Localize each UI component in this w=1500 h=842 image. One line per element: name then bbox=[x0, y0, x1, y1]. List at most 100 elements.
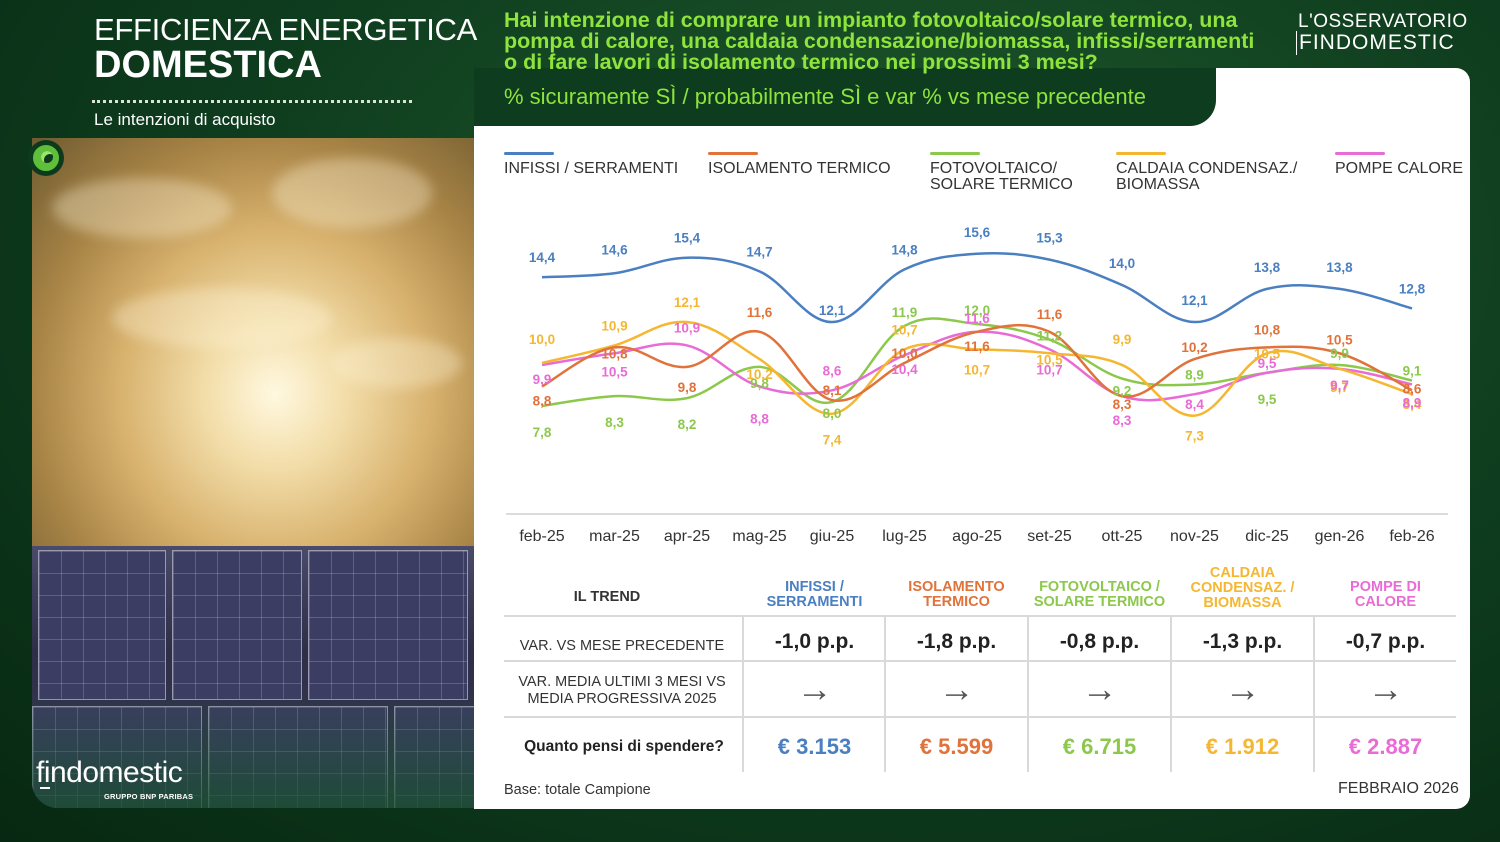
data-label-isolamento: 10,0 bbox=[891, 346, 917, 361]
data-label-fotovoltaico: 11,2 bbox=[1037, 329, 1063, 344]
data-label-pompe: 8,3 bbox=[1113, 413, 1132, 428]
title-line-1: EFFICIENZA ENERGETICA bbox=[94, 12, 477, 47]
legend-label: INFISSI / SERRAMENTI bbox=[504, 160, 679, 177]
col-divider bbox=[742, 616, 744, 772]
base-note: Base: totale Campione bbox=[504, 782, 651, 798]
data-label-pompe: 8,4 bbox=[1185, 397, 1204, 412]
legend-item-isolamento: ISOLAMENTO TERMICO bbox=[708, 152, 891, 177]
data-label-infissi: 12,1 bbox=[819, 303, 846, 318]
column-head-isolamento: ISOLAMENTO TERMICO bbox=[908, 579, 1005, 610]
data-label-isolamento: 8,1 bbox=[823, 383, 842, 398]
measure-description: % sicuramente SÌ / probabilmente SÌ e va… bbox=[504, 84, 1146, 109]
brand-findomestic: FINDOMESTIC bbox=[1296, 31, 1455, 55]
data-label-isolamento: 8,6 bbox=[1403, 381, 1422, 396]
data-label-caldaia: 7,3 bbox=[1185, 429, 1204, 444]
col-divider bbox=[884, 616, 886, 772]
legend-item-infissi: INFISSI / SERRAMENTI bbox=[504, 152, 678, 177]
solar-panel-photo bbox=[32, 138, 474, 808]
data-label-fotovoltaico: 8,2 bbox=[678, 417, 697, 432]
data-label-isolamento: 11,6 bbox=[964, 339, 990, 354]
camera-icon bbox=[30, 142, 62, 174]
data-label-pompe: 8,6 bbox=[823, 363, 842, 378]
legend-swatch bbox=[1335, 152, 1385, 155]
var-value-infissi: -1,0 p.p. bbox=[774, 630, 855, 653]
x-tick-label: gen-26 bbox=[1315, 528, 1365, 545]
trend-title: IL TREND bbox=[573, 589, 641, 605]
trend-arrow-icon: → bbox=[1367, 668, 1404, 709]
col-divider bbox=[1313, 616, 1315, 772]
data-label-fotovoltaico: 8,3 bbox=[605, 415, 624, 430]
data-label-isolamento: 10,8 bbox=[601, 346, 628, 361]
data-label-caldaia: 8,4 bbox=[1403, 397, 1422, 412]
data-label-pompe: 9,9 bbox=[533, 372, 552, 387]
data-label-caldaia: 12,1 bbox=[674, 295, 701, 310]
trend-arrow-icon: → bbox=[1224, 668, 1261, 709]
data-label-caldaia: 10,5 bbox=[1036, 352, 1063, 367]
spend-value-caldaia: € 1.912 bbox=[1205, 734, 1280, 759]
var-value-caldaia: -1,3 p.p. bbox=[1202, 630, 1283, 653]
data-label-infissi: 14,6 bbox=[601, 242, 628, 257]
data-label-isolamento: 10,8 bbox=[1254, 322, 1281, 337]
legend-label: FOTOVOLTAICO/ SOLARE TERMICO bbox=[930, 160, 1073, 193]
data-label-infissi: 15,6 bbox=[964, 225, 991, 240]
data-label-fotovoltaico: 9,5 bbox=[1258, 392, 1277, 407]
data-label-infissi: 13,8 bbox=[1254, 260, 1281, 275]
data-label-fotovoltaico: 9,2 bbox=[1113, 384, 1132, 399]
findomestic-logo: findomestic bbox=[36, 756, 183, 789]
trend-arrow-icon: → bbox=[938, 668, 975, 709]
column-head-pompe: POMPE DI CALORE bbox=[1350, 579, 1421, 610]
col-divider bbox=[1027, 616, 1029, 772]
data-label-infissi: 14,0 bbox=[1109, 256, 1135, 271]
data-label-isolamento: 9,8 bbox=[678, 380, 697, 395]
var-value-fotovoltaico: -0,8 p.p. bbox=[1059, 630, 1140, 653]
data-label-infissi: 15,4 bbox=[674, 231, 701, 246]
legend-item-fotovoltaico: FOTOVOLTAICO/ SOLARE TERMICO bbox=[930, 152, 1073, 193]
x-tick-label: feb-25 bbox=[519, 528, 564, 545]
data-label-pompe: 11,6 bbox=[964, 311, 990, 326]
card-notch bbox=[474, 68, 1216, 126]
data-label-caldaia: 10,9 bbox=[601, 318, 627, 333]
x-tick-label: mar-25 bbox=[589, 528, 640, 545]
data-label-infissi: 14,8 bbox=[891, 242, 918, 257]
data-label-pompe: 10,7 bbox=[1036, 362, 1062, 377]
column-head-fotovoltaico: FOTOVOLTAICO / SOLARE TERMICO bbox=[1033, 579, 1166, 610]
page-title: DOMESTICA bbox=[94, 44, 322, 86]
x-tick-label: set-25 bbox=[1027, 528, 1072, 545]
var-value-pompe: -0,7 p.p. bbox=[1345, 630, 1426, 653]
legend-swatch bbox=[708, 152, 758, 155]
data-label-isolamento: 10,5 bbox=[1326, 332, 1353, 347]
data-label-caldaia: 10,0 bbox=[529, 332, 555, 347]
data-label-pompe: 9,5 bbox=[1258, 356, 1277, 371]
data-label-caldaia: 10,7 bbox=[891, 322, 917, 337]
spend-value-fotovoltaico: € 6.715 bbox=[1062, 734, 1137, 759]
row-label-trend: VAR. MEDIA ULTIMI 3 MESI VS MEDIA PROGRE… bbox=[518, 674, 726, 707]
data-label-fotovoltaico: 9,1 bbox=[1403, 364, 1422, 379]
report-date: FEBBRAIO 2026 bbox=[1338, 780, 1459, 797]
data-label-caldaia: 10,7 bbox=[964, 362, 990, 377]
series-line-caldaia bbox=[541, 320, 1413, 417]
legend-swatch bbox=[504, 152, 554, 155]
legend-swatch bbox=[930, 152, 980, 155]
x-tick-label: ott-25 bbox=[1102, 528, 1143, 545]
spend-value-pompe: € 2.887 bbox=[1348, 734, 1423, 759]
data-label-fotovoltaico: 12,0 bbox=[964, 303, 990, 318]
column-head-caldaia: CALDAIA CONDENSAZ. / BIOMASSA bbox=[1190, 565, 1295, 611]
data-label-fotovoltaico: 9,9 bbox=[1330, 346, 1349, 361]
legend-label: CALDAIA CONDENSAZ./ BIOMASSA bbox=[1116, 160, 1298, 193]
trend-arrow-icon: → bbox=[796, 668, 833, 709]
x-tick-label: dic-25 bbox=[1245, 528, 1289, 545]
x-tick-label: nov-25 bbox=[1170, 528, 1219, 545]
brand-observatory: L'OSSERVATORIO bbox=[1298, 11, 1468, 32]
logo-subtitle: GRUPPO BNP PARIBAS bbox=[104, 792, 194, 801]
data-label-caldaia: 7,4 bbox=[823, 433, 842, 448]
data-label-infissi: 12,1 bbox=[1181, 293, 1208, 308]
data-label-infissi: 15,3 bbox=[1036, 231, 1063, 246]
x-tick-label: ago-25 bbox=[952, 528, 1002, 545]
legend-label: ISOLAMENTO TERMICO bbox=[708, 160, 891, 177]
data-label-isolamento: 8,8 bbox=[533, 393, 552, 408]
logo-accent bbox=[40, 787, 50, 789]
data-label-fotovoltaico: 8,9 bbox=[1185, 367, 1204, 382]
data-label-isolamento: 8,3 bbox=[1113, 397, 1132, 412]
x-tick-label: mag-25 bbox=[732, 528, 786, 545]
